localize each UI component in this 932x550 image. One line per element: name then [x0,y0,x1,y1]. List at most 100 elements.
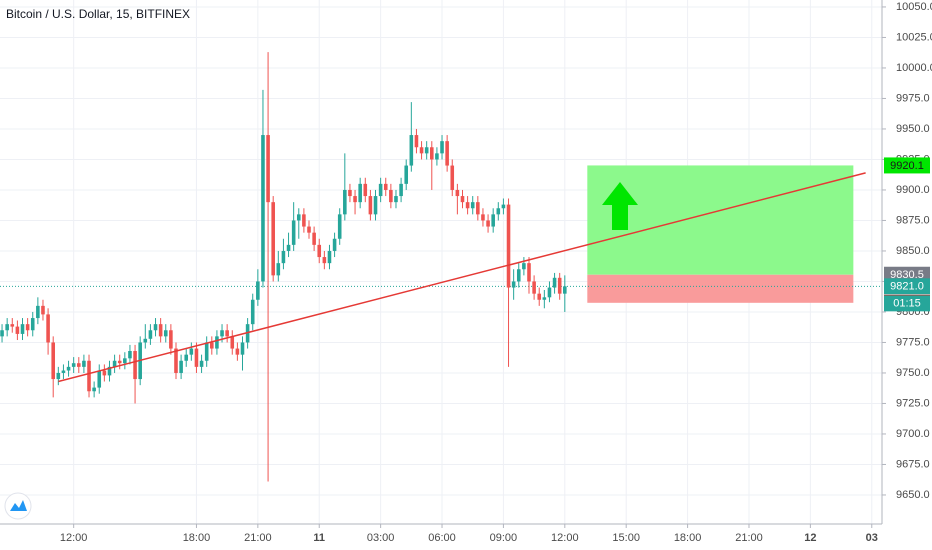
candle-body [256,281,260,300]
price-label-bg [884,278,930,295]
candle-body [383,183,388,190]
overlay [0,165,882,303]
candle-body [542,297,547,300]
candle-body [522,263,526,270]
candle-body [266,135,270,203]
candle-body [30,318,35,331]
y-tick-label: 9750.0 [896,367,930,379]
x-tick-label: 11 [313,532,325,544]
y-tick-label: 9650.0 [896,489,930,501]
candle-body [133,351,137,380]
candle-body [117,360,122,364]
x-tick-label: 12:00 [551,532,579,544]
candle-body [66,366,71,371]
candle-body [389,189,393,203]
candle-body [322,257,327,264]
candle-body [430,147,434,160]
candle-body [307,226,311,233]
x-tick-label: 03:00 [367,532,395,544]
profit-zone [587,165,854,275]
logo[interactable] [4,492,32,520]
y-tick-label: 9950.0 [896,123,930,135]
candle-body [486,220,490,227]
candle-body [373,196,378,215]
candle-body [123,358,127,364]
candle-body [276,263,281,276]
candle-body [204,342,209,361]
candle-body [291,220,296,245]
y-tick-label: 9675.0 [896,458,930,470]
up-arrow [602,182,638,230]
x-tick-label: 12 [804,532,816,544]
candle-body [368,196,373,215]
y-tick-label: 9775.0 [896,336,930,348]
candle-body [394,196,398,203]
candle-body [481,214,485,221]
candle-body [414,135,419,148]
y-tick-label: 9875.0 [896,214,930,226]
y-tick-label: 9975.0 [896,92,930,104]
candle-body [332,238,337,251]
candle-body [491,214,495,227]
x-tick-label: 06:00 [428,532,456,544]
candle-body [92,387,96,392]
candle-body [225,330,229,337]
candle-body [174,348,178,373]
candle-body [107,366,112,376]
candle-body [128,351,132,359]
candle-body [20,324,25,334]
candle-body [41,305,45,315]
candle-body [496,208,501,215]
candle-body [527,263,531,282]
price-label-bg [884,157,930,174]
price-label: 9830.5 [890,269,924,281]
candle-body [36,305,40,319]
y-tick-label: 9850.0 [896,245,930,257]
candle-body [82,360,86,367]
candle-body [179,360,183,373]
candle-body [450,165,455,190]
logo-circle[interactable] [4,492,32,520]
candle-body [343,189,347,215]
countdown-bg [884,295,930,312]
candle-body [552,277,557,288]
candle-body [348,189,352,197]
candle-body [532,281,536,294]
chart-title: Bitcoin / U.S. Dollar, 15, BITFINEX [6,7,190,21]
loss-zone [587,274,854,303]
candle-body [424,147,429,154]
logo-icon[interactable] [10,500,27,511]
candle-body [235,348,240,355]
candle-body [61,370,66,373]
candle-body [5,324,9,331]
candle-body [102,370,107,376]
candles [0,52,866,482]
candle-body [506,204,511,288]
candle-body [10,324,15,327]
candle-body [250,299,255,325]
candle-body [158,324,163,337]
candle-body [516,269,521,282]
candle-body [51,342,55,380]
candle-body [220,330,224,337]
candle-body [143,338,148,343]
candle-body [0,330,4,337]
price-label: 9821.0 [890,281,924,293]
candle-body [445,141,449,166]
candle-body [358,183,362,203]
candle-body [210,342,214,349]
candle-body [71,363,76,367]
candle-body [46,314,50,343]
candle-body [230,336,235,349]
candle-body [312,232,316,245]
candle-body [97,370,102,388]
candle-body [547,287,552,298]
candle-body [199,360,204,367]
candle-body [163,330,168,337]
candle-body [76,363,81,367]
candle-body [148,330,153,339]
candle-body [87,360,91,392]
candle-body [511,281,516,288]
candle-body [56,372,61,380]
